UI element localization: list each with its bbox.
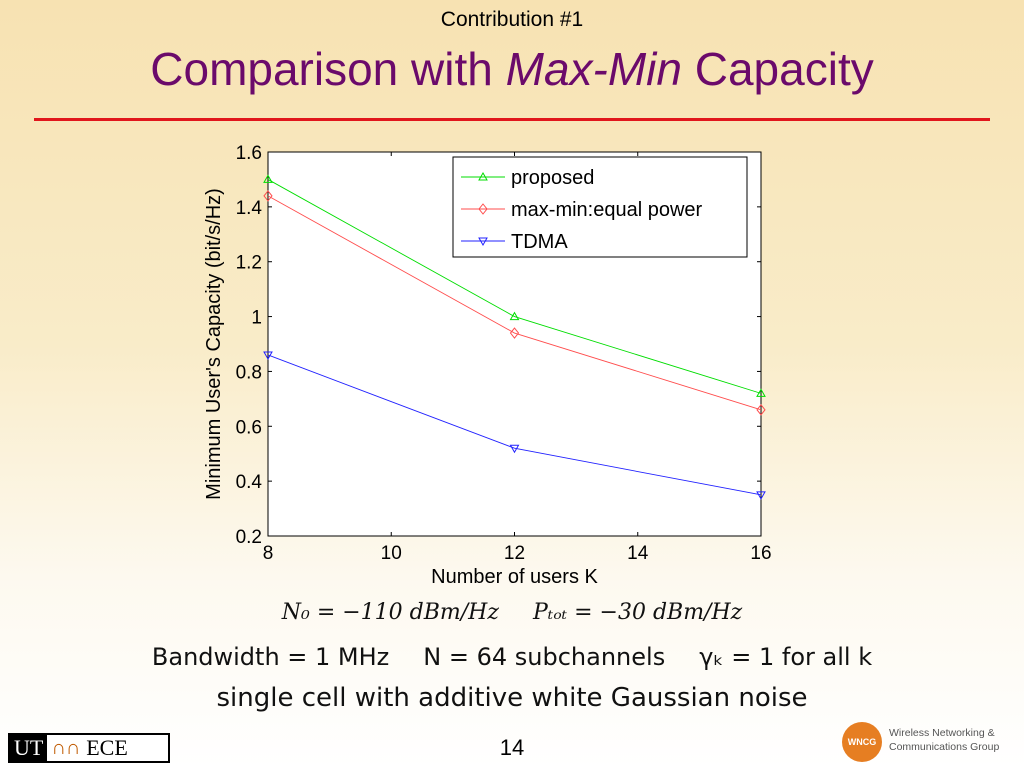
y-axis-label: Minimum User's Capacity (bit/s/Hz) [203,188,225,500]
y-tick-label: 1.6 [236,143,262,164]
data-point-marker [756,404,766,416]
subchannels-param: N = 64 subchannels [423,643,666,671]
wncg-logo-text: Wireless Networking & Communications Gro… [889,726,999,754]
slide-subtitle: Contribution #1 [440,8,584,31]
title-suffix: Capacity [681,43,874,95]
y-tick-label: 0.6 [236,417,262,438]
longhorn-icon: ∩∩ [51,736,81,759]
capacity-chart: 8 10 12 14 16 0.2 0.4 0.6 0.8 1 1.2 1.4 1.6 Number of… [203,143,772,588]
legend-entry: TDMA [511,231,568,253]
series-line-2 [267,354,762,496]
x-tick-label: 14 [627,543,649,564]
legend-marker [478,237,488,247]
noise-power-params: N₀ = −110 dBm/Hz Pₜₒₜ = −30 dBm/Hz [0,600,1024,625]
logo-ut-text: UT [10,735,48,761]
wncg-line1: Wireless Networking & [889,727,995,739]
series-line-1 [267,195,762,411]
wncg-line2: Communications Group [889,741,1000,753]
data-point-marker [263,190,273,202]
data-point-marker [263,351,273,360]
title-prefix: Comparison with [150,43,506,95]
y-tick-label: 1 [251,308,262,329]
system-params: Bandwidth = 1 MHz N = 64 subchannels γₖ = … [0,643,1024,671]
series-line-0 [267,179,762,394]
legend-marker [478,203,488,215]
wncg-logo: WNCG Wireless Networking & Communication… [842,722,1020,764]
slide-title: Comparison with Max-Min Capacity [0,42,1024,96]
gamma-param: γₖ = 1 for all k [699,643,873,671]
x-tick-label: 16 [750,543,771,564]
ptot-param: Pₜₒₜ = −30 dBm/Hz [532,600,743,625]
y-tick-label: 0.4 [236,472,263,493]
logo-ece-text: ECE [86,735,128,760]
legend-marker [478,171,488,181]
y-tick-label: 0.8 [236,362,262,383]
data-point-marker [509,327,520,339]
x-tick-label: 8 [263,543,274,564]
data-point-marker [756,388,766,397]
x-tick-label: 12 [504,543,525,564]
legend-box [452,156,748,258]
n0-param: N₀ = −110 dBm/Hz [281,600,499,625]
page-number: 14 [499,735,525,760]
x-axis-label: Number of users K [431,566,598,588]
data-point-marker [263,174,273,183]
wncg-badge-icon: WNCG [842,722,882,762]
x-tick-label: 10 [381,543,402,564]
y-tick-label: 1.4 [236,198,263,219]
bandwidth-param: Bandwidth = 1 MHz [151,643,390,671]
legend-entry: max-min:equal power [511,199,703,221]
title-italic: Max-Min [505,43,682,95]
data-point-marker [756,491,766,500]
legend-entry: proposed [511,167,594,189]
y-tick-label: 1.2 [236,253,262,274]
cell-description: single cell with additive white Gaussian… [216,683,808,713]
ut-ece-logo: UT ∩∩ ECE [8,733,170,763]
title-divider [34,118,990,121]
y-tick-label: 0.2 [236,527,262,548]
data-point-marker [509,311,520,321]
data-point-marker [509,444,520,454]
